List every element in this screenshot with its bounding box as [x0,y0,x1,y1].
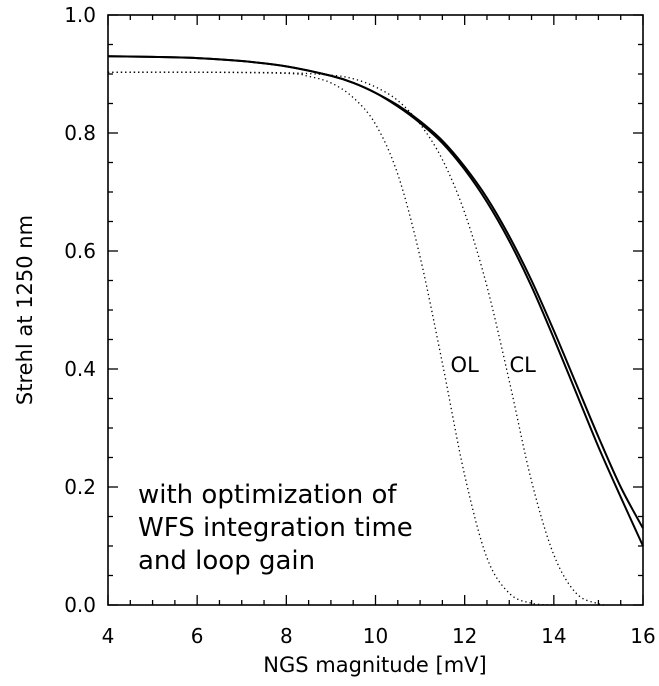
y-tick-label: 0.0 [64,593,96,617]
x-tick-label: 10 [363,624,388,648]
y-tick-label: 0.4 [64,357,96,381]
x-tick-label: 4 [102,624,115,648]
y-tick-label: 0.6 [64,239,96,263]
x-tick-label: 6 [191,624,204,648]
x-tick-label: 16 [630,624,655,648]
x-tick-label: 14 [541,624,566,648]
curve-labels: OL CL [451,353,537,377]
series-layer [107,55,644,606]
annotation-line-1: with optimization of [138,480,397,510]
series-line-1-solid [107,55,644,529]
annotation-line-3: and loop gain [138,546,315,576]
y-tick-label: 0.2 [64,475,96,499]
axis-ticks [107,14,644,606]
curve-label-cl: CL [509,353,536,377]
y-tick-label: 1.0 [64,3,96,27]
curve-label-ol: OL [451,353,480,377]
x-tick-label: 12 [452,624,477,648]
y-tick-labels: 0.0 0.2 0.4 0.6 0.8 1.0 [64,3,96,617]
x-tick-label: 8 [280,624,293,648]
annotation-text: with optimization of WFS integration tim… [138,480,421,576]
series-line-2-solid [107,55,644,547]
x-axis-title: NGS magnitude [mV] [263,653,486,677]
y-axis-title: Strehl at 1250 nm [13,215,37,405]
annotation-line-2: WFS integration time [138,513,413,543]
y-tick-label: 0.8 [64,121,96,145]
x-tick-labels: 4 6 8 10 12 14 16 [102,624,656,648]
